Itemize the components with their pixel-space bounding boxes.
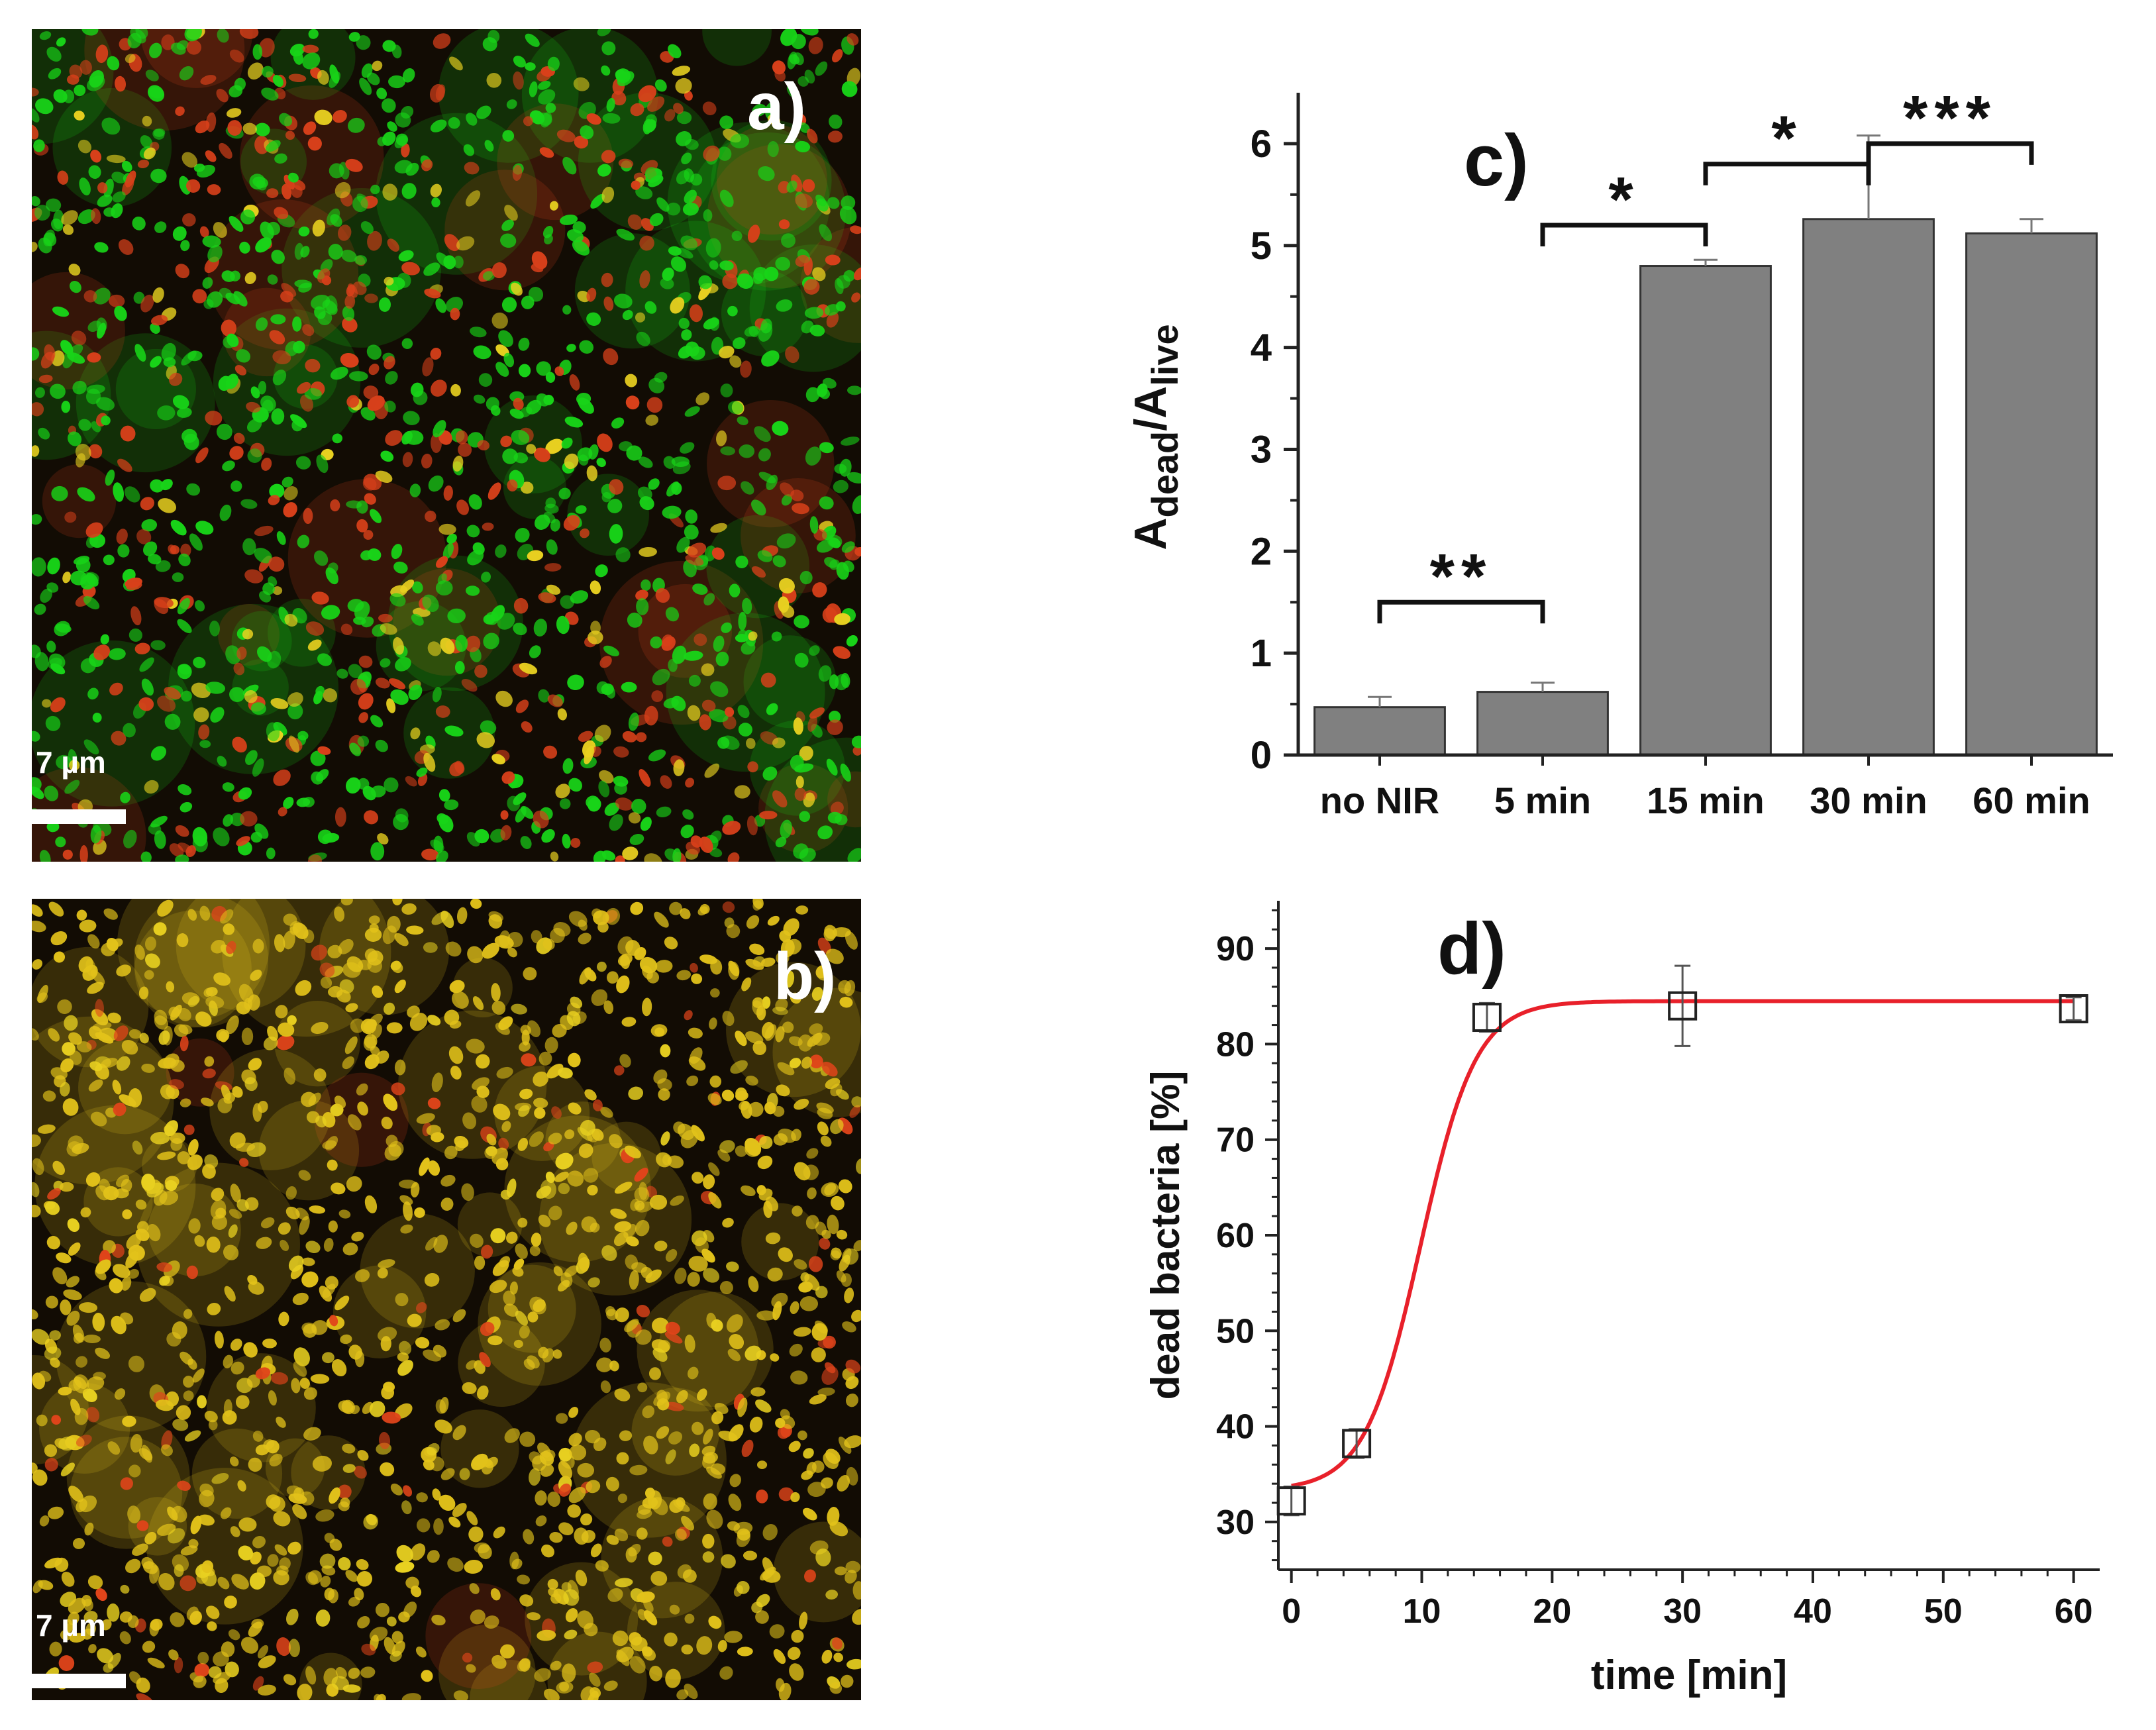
significance-label-3: *** xyxy=(1903,83,1997,154)
micrograph-a-image xyxy=(32,29,861,862)
y-axis-label: Adead/Alive xyxy=(1125,324,1186,550)
chart-d: 30 40 50 60 70 80 90 0 10 20 30 40 50 60 time [min] dea… xyxy=(1143,901,2100,1698)
y-tick-label: 70 xyxy=(1216,1121,1255,1160)
panel-label-b: b) xyxy=(774,939,837,1013)
bar-3 xyxy=(1802,218,1935,756)
x-tick-label: 5 min xyxy=(1494,780,1591,821)
bar-4 xyxy=(1965,232,2098,756)
x-tick-label: no NIR xyxy=(1320,780,1439,821)
data-point-3 xyxy=(1668,991,1698,1021)
micrograph-cells xyxy=(32,899,861,1700)
y-tick-label: 60 xyxy=(1216,1217,1255,1255)
y-tick-label: 0 xyxy=(1251,734,1272,777)
y-tick-label: 90 xyxy=(1216,930,1255,968)
panel-label-d: d) xyxy=(1437,908,1506,990)
x-tick-label: 30 xyxy=(1663,1592,1702,1631)
y-tick-label: 40 xyxy=(1216,1408,1255,1447)
x-tick-label: 60 xyxy=(2055,1592,2093,1631)
scale-bar-label-a: 7 µm xyxy=(36,745,106,780)
significance-bracket-1 xyxy=(1540,223,1708,246)
y-tick-label: 2 xyxy=(1251,530,1272,573)
scale-bar-a xyxy=(32,809,126,824)
fit-curve xyxy=(1291,999,2074,1488)
x-tick-label: 60 min xyxy=(1973,780,2090,821)
y-axis-label: dead bacteria [%] xyxy=(1143,1071,1188,1400)
data-point-0 xyxy=(1276,1486,1306,1516)
panel-label-a: a) xyxy=(747,70,806,144)
y-tick-label: 50 xyxy=(1216,1312,1255,1350)
y-tick-label: 3 xyxy=(1251,428,1272,471)
significance-label-0: ** xyxy=(1430,541,1493,612)
y-tick-label: 5 xyxy=(1251,225,1272,268)
scale-bar-label-b: 7 µm xyxy=(36,1608,106,1643)
significance-bracket-3 xyxy=(1866,141,2034,165)
significance-label-2: * xyxy=(1771,103,1802,174)
bar-0 xyxy=(1313,706,1446,756)
bar-1 xyxy=(1476,691,1609,756)
x-tick-label: 0 xyxy=(1282,1592,1301,1631)
x-tick-label: 10 xyxy=(1403,1592,1441,1631)
panel-label-c: c) xyxy=(1464,120,1529,201)
bar-2 xyxy=(1639,265,1772,756)
chart-c: 0 1 2 3 4 5 6 no NIR 5 min 15 min 30 min 60 min Adea… xyxy=(1125,83,2113,821)
y-tick-label: 30 xyxy=(1216,1503,1255,1542)
x-tick-label: 50 xyxy=(1924,1592,1963,1631)
data-point-1 xyxy=(1342,1429,1372,1458)
x-tick-label: 15 min xyxy=(1647,780,1764,821)
y-tick-label: 1 xyxy=(1251,632,1272,675)
y-tick-label: 4 xyxy=(1251,327,1272,370)
y-tick-label: 80 xyxy=(1216,1025,1255,1064)
x-axis-label: time [min] xyxy=(1591,1653,1787,1698)
micrograph-b-image xyxy=(32,899,861,1700)
x-tick-label: 20 xyxy=(1533,1592,1571,1631)
data-point-4 xyxy=(2059,994,2088,1024)
scale-bar-b xyxy=(32,1674,126,1688)
significance-label-1: * xyxy=(1608,164,1639,235)
significance-bracket-2 xyxy=(1703,162,1871,185)
y-tick-label: 6 xyxy=(1251,123,1272,166)
micrograph-a: a) 7 µm xyxy=(32,29,861,862)
micrograph-b: b) 7 µm xyxy=(32,899,861,1700)
micrograph-cells xyxy=(32,29,861,862)
x-tick-label: 30 min xyxy=(1810,780,1927,821)
data-point-2 xyxy=(1472,1003,1502,1033)
significance-bracket-0 xyxy=(1377,599,1545,624)
x-tick-label: 40 xyxy=(1794,1592,1832,1631)
